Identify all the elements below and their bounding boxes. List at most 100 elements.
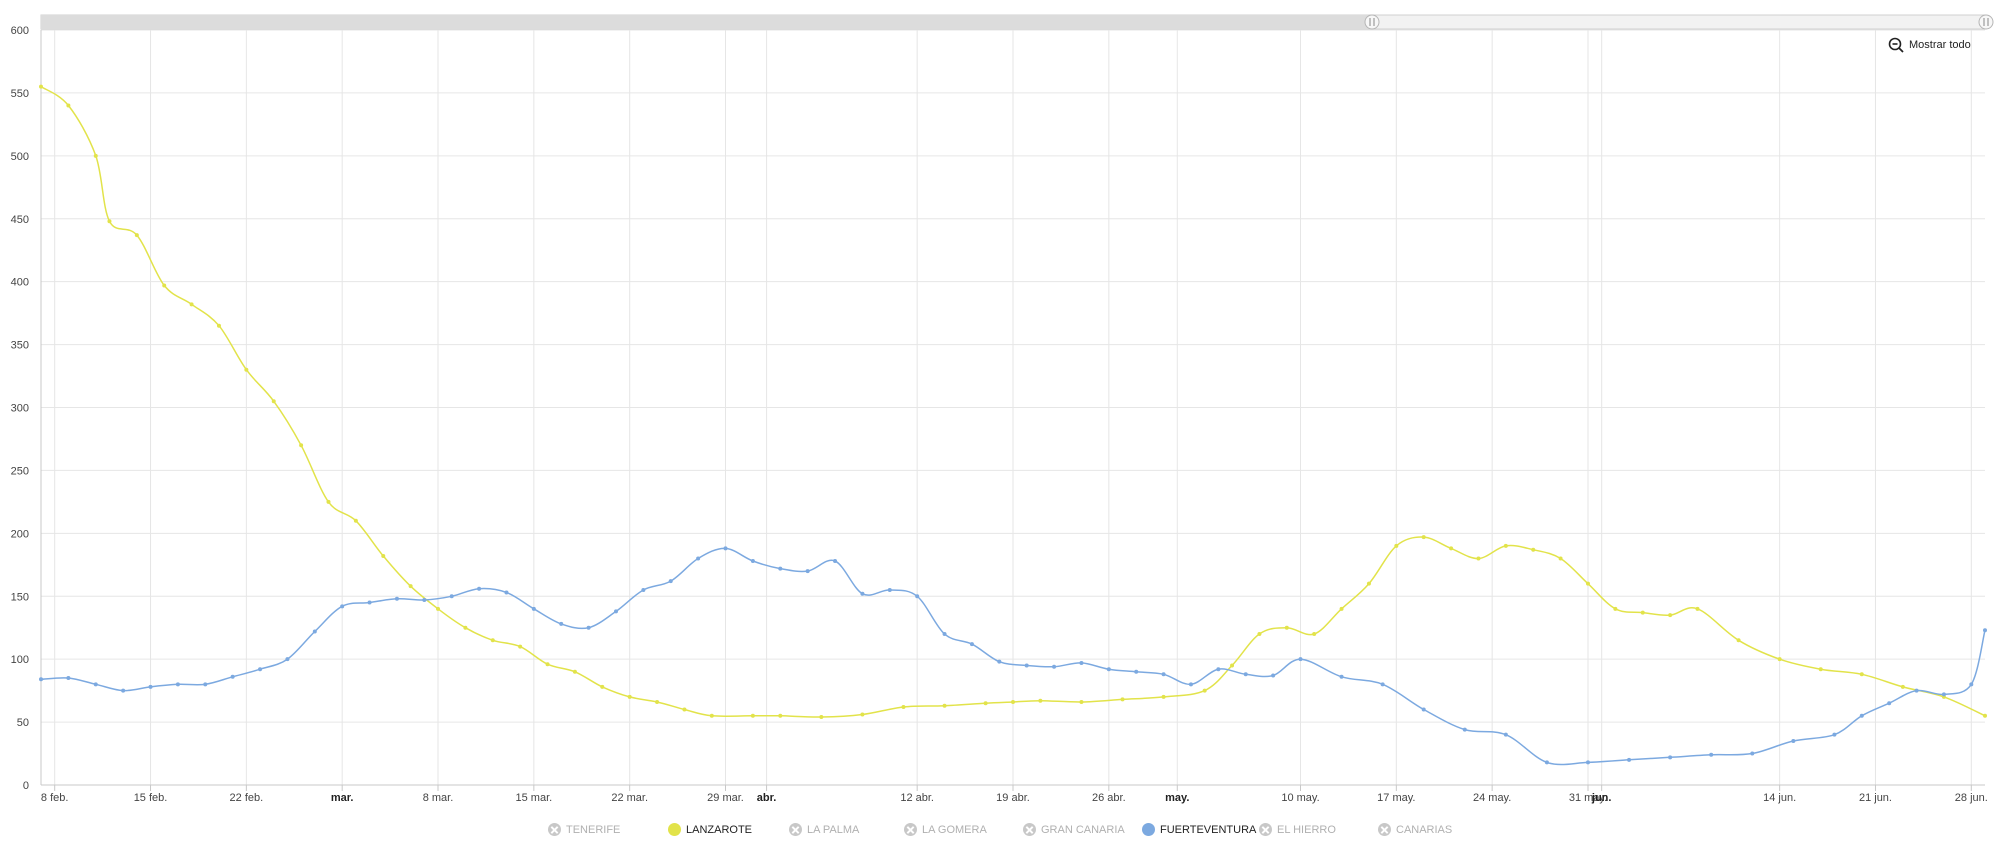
data-point[interactable] <box>1339 606 1344 611</box>
data-point[interactable] <box>244 367 249 372</box>
data-point[interactable] <box>148 684 153 689</box>
data-point[interactable] <box>1613 606 1618 611</box>
data-point[interactable] <box>983 701 988 706</box>
data-point[interactable] <box>394 596 399 601</box>
data-point[interactable] <box>1038 698 1043 703</box>
data-point[interactable] <box>627 694 632 699</box>
data-point[interactable] <box>1900 684 1905 689</box>
data-point[interactable] <box>997 659 1002 664</box>
data-point[interactable] <box>969 642 974 647</box>
data-point[interactable] <box>189 302 194 307</box>
data-point[interactable] <box>1366 581 1371 586</box>
data-point[interactable] <box>1462 727 1467 732</box>
data-point[interactable] <box>1983 628 1987 633</box>
data-point[interactable] <box>805 569 810 574</box>
data-point[interactable] <box>655 699 660 704</box>
data-point[interactable] <box>39 677 43 682</box>
data-point[interactable] <box>1668 613 1673 618</box>
data-point[interactable] <box>175 682 180 687</box>
data-point[interactable] <box>1695 606 1700 611</box>
data-point[interactable] <box>66 103 71 108</box>
legend-item-fuerteventura[interactable]: FUERTEVENTURA <box>1142 823 1256 836</box>
data-point[interactable] <box>1585 760 1590 765</box>
data-point[interactable] <box>545 662 550 667</box>
data-point[interactable] <box>1079 699 1084 704</box>
data-point[interactable] <box>942 632 947 636</box>
data-point[interactable] <box>1394 543 1399 548</box>
data-point[interactable] <box>121 688 126 693</box>
legend-item-tenerife[interactable]: TENERIFE <box>548 823 620 836</box>
data-point[interactable] <box>1709 752 1714 757</box>
data-point[interactable] <box>572 669 577 674</box>
data-point[interactable] <box>1024 663 1029 668</box>
data-point[interactable] <box>1421 535 1426 540</box>
data-point[interactable] <box>1161 672 1166 677</box>
data-point[interactable] <box>1736 638 1741 643</box>
data-point[interactable] <box>1202 688 1207 693</box>
data-point[interactable] <box>1476 556 1481 561</box>
data-point[interactable] <box>1558 556 1563 561</box>
data-point[interactable] <box>230 674 235 679</box>
data-point[interactable] <box>915 594 920 599</box>
data-point[interactable] <box>1983 713 1987 718</box>
data-point[interactable] <box>819 715 824 720</box>
data-point[interactable] <box>778 566 783 571</box>
data-point[interactable] <box>162 283 167 288</box>
data-point[interactable] <box>1777 657 1782 662</box>
data-point[interactable] <box>709 713 714 718</box>
data-point[interactable] <box>340 604 345 609</box>
legend-item-la-gomera[interactable]: LA GOMERA <box>904 823 987 836</box>
data-point[interactable] <box>1271 673 1276 678</box>
data-point[interactable] <box>860 591 865 596</box>
data-point[interactable] <box>1640 610 1645 615</box>
data-point[interactable] <box>299 443 304 448</box>
data-point[interactable] <box>93 153 98 158</box>
legend-item-gran-canaria[interactable]: GRAN CANARIA <box>1023 823 1125 836</box>
reset-zoom-button[interactable]: Mostrar todo <box>1888 34 1971 56</box>
data-point[interactable] <box>682 707 687 712</box>
data-point[interactable] <box>1750 751 1755 756</box>
legend-item-lanzarote[interactable]: LANZAROTE <box>668 823 752 836</box>
data-point[interactable] <box>1257 632 1262 636</box>
data-point[interactable] <box>586 625 591 630</box>
data-point[interactable] <box>134 233 139 238</box>
data-point[interactable] <box>271 399 276 404</box>
data-point[interactable] <box>1887 701 1892 706</box>
data-point[interactable] <box>518 644 523 649</box>
data-point[interactable] <box>1106 667 1111 672</box>
data-point[interactable] <box>1969 682 1974 687</box>
data-point[interactable] <box>93 682 98 687</box>
data-point[interactable] <box>1079 660 1084 665</box>
data-point[interactable] <box>1531 547 1536 552</box>
data-point[interactable] <box>1544 760 1549 765</box>
data-point[interactable] <box>203 682 208 687</box>
data-point[interactable] <box>1230 663 1235 668</box>
data-point[interactable] <box>1380 682 1385 687</box>
data-point[interactable] <box>216 323 221 328</box>
data-point[interactable] <box>531 606 536 611</box>
data-point[interactable] <box>641 587 646 592</box>
data-point[interactable] <box>860 712 865 717</box>
data-point[interactable] <box>1627 757 1632 762</box>
data-point[interactable] <box>1421 707 1426 712</box>
data-point[interactable] <box>1832 732 1837 737</box>
data-point[interactable] <box>1859 713 1864 718</box>
data-point[interactable] <box>381 553 386 558</box>
data-point[interactable] <box>1914 688 1919 693</box>
data-point[interactable] <box>559 621 564 626</box>
data-point[interactable] <box>750 559 755 564</box>
data-point[interactable] <box>1284 625 1289 630</box>
data-point[interactable] <box>312 629 317 634</box>
data-point[interactable] <box>107 219 112 224</box>
data-point[interactable] <box>1161 694 1166 699</box>
legend-item-el-hierro[interactable]: EL HIERRO <box>1259 823 1336 836</box>
data-point[interactable] <box>1449 546 1454 551</box>
data-point[interactable] <box>1503 732 1508 737</box>
data-point[interactable] <box>723 546 728 551</box>
data-point[interactable] <box>504 590 509 595</box>
data-point[interactable] <box>1339 674 1344 679</box>
data-point[interactable] <box>1859 672 1864 677</box>
navigator-handle-right[interactable] <box>1978 14 1994 30</box>
data-point[interactable] <box>422 598 427 603</box>
data-point[interactable] <box>1503 543 1508 548</box>
